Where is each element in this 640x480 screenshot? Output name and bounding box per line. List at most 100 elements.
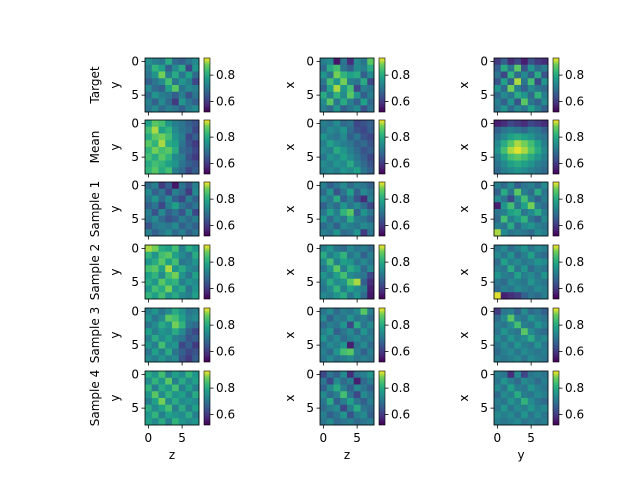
heatmap-cell [360, 182, 368, 190]
heatmap-cell [541, 98, 549, 106]
heatmap-cell [534, 182, 542, 190]
heatmap-cell [158, 140, 166, 148]
heatmap-cell [500, 348, 508, 356]
heatmap-cell [494, 265, 502, 273]
heatmap-cell [165, 314, 173, 322]
heatmap-cell [151, 292, 159, 300]
heatmap-cell [151, 140, 159, 148]
heatmap-cell [151, 418, 159, 426]
heatmap-cell [192, 292, 200, 300]
heatmap-cell [192, 202, 200, 210]
heatmap-cell [333, 355, 341, 363]
heatmap-cell [360, 314, 368, 322]
heatmap-cell [360, 398, 368, 406]
heatmap-cell [178, 120, 186, 128]
heatmap-cell [347, 195, 355, 203]
heatmap-cell [367, 245, 375, 253]
colorbar-tick-label: 0.8 [216, 381, 235, 395]
heatmap-cell [145, 292, 153, 300]
axes-frame [493, 57, 549, 113]
heatmap-cell [541, 222, 549, 230]
heatmap-cell [151, 209, 159, 217]
heatmap-cell [507, 404, 515, 412]
heatmap-cell [326, 335, 334, 343]
heatmap-cell [145, 160, 153, 168]
heatmap-cell [500, 272, 508, 280]
heatmap-cell [172, 188, 180, 196]
heatmap-cell [145, 209, 153, 217]
heatmap-cell [340, 126, 348, 134]
heatmap-cell [192, 98, 200, 106]
y-tick-label: 5 [306, 88, 314, 102]
heatmap-cell [333, 58, 341, 66]
heatmap-cell [165, 78, 173, 86]
heatmap-cell [353, 292, 361, 300]
heatmap-cell [500, 384, 508, 392]
heatmap-cell [340, 71, 348, 79]
colorbar-tick-label: 0.8 [565, 192, 584, 206]
heatmap-cell [500, 195, 508, 203]
heatmap-cell [145, 398, 153, 406]
heatmap-cell [521, 265, 529, 273]
heatmap-cell [178, 105, 186, 113]
heatmap-cell [500, 64, 508, 72]
colorbar-tick-label: 0.6 [391, 218, 410, 232]
colorbar-tick-label: 0.6 [565, 94, 584, 108]
heatmap-cell [494, 278, 502, 286]
y-axis-label: y [108, 81, 122, 88]
heatmap-cell [192, 348, 200, 356]
heatmap-cell [500, 222, 508, 230]
heatmap-cell [507, 377, 515, 385]
heatmap-cell [541, 265, 549, 273]
heatmap-cell [500, 167, 508, 175]
heatmap-cell [172, 105, 180, 113]
heatmap-cell [514, 335, 522, 343]
heatmap-cell [541, 411, 549, 419]
heatmap-cell [521, 371, 529, 379]
heatmap-cell [145, 278, 153, 286]
heatmap-cell [185, 78, 193, 86]
axes-frame [493, 307, 549, 363]
heatmap-cell [521, 209, 529, 217]
heatmap-cell [172, 58, 180, 66]
heatmap-cell [185, 105, 193, 113]
heatmap-cell [178, 209, 186, 217]
heatmap-cell [500, 377, 508, 385]
heatmap-cell [527, 328, 535, 336]
axes-frame [319, 181, 375, 237]
heatmap-cell [353, 120, 361, 128]
heatmap-cell [192, 355, 200, 363]
heatmap-cell [165, 120, 173, 128]
heatmap-cell [326, 265, 334, 273]
heatmap-cell [151, 404, 159, 412]
heatmap-cell [367, 314, 375, 322]
heatmap-cell [534, 321, 542, 329]
heatmap-cell [145, 153, 153, 161]
row-label: Target [88, 66, 102, 104]
heatmap-cell [347, 335, 355, 343]
heatmap-cell [326, 64, 334, 72]
heatmap-cell [360, 133, 368, 141]
heatmap-cell [527, 377, 535, 385]
heatmap-cell [521, 188, 529, 196]
heatmap-cell [353, 188, 361, 196]
heatmap-cell [185, 265, 193, 273]
heatmap-cell [367, 167, 375, 175]
heatmap-cell [172, 278, 180, 286]
heatmap-cell [151, 153, 159, 161]
y-tick-label: 5 [306, 338, 314, 352]
heatmap-cell [158, 404, 166, 412]
y-axis-label: y [108, 268, 122, 275]
y-axis-label: x [457, 143, 471, 150]
heatmap-cell [326, 391, 334, 399]
heatmap-cell [494, 202, 502, 210]
heatmap-cell [353, 285, 361, 293]
heatmap-cell [541, 285, 549, 293]
heatmap-cell [333, 182, 341, 190]
heatmap-cell [367, 85, 375, 93]
heatmap-cell [507, 182, 515, 190]
heatmap-cell [333, 105, 341, 113]
heatmap-cell [521, 85, 529, 93]
heatmap-cell [494, 126, 502, 134]
colorbar-tick-label: 0.8 [565, 68, 584, 82]
